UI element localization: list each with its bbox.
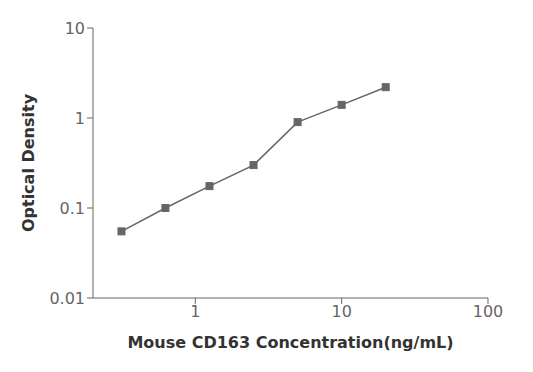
svg-text:10: 10 <box>331 302 351 321</box>
svg-text:Mouse CD163 Concentration(ng/m: Mouse CD163 Concentration(ng/mL) <box>127 333 453 352</box>
svg-text:Optical Density: Optical Density <box>19 93 38 232</box>
svg-text:1: 1 <box>75 109 85 128</box>
svg-text:1: 1 <box>190 302 200 321</box>
svg-text:10: 10 <box>65 19 85 38</box>
svg-text:0.01: 0.01 <box>49 289 85 308</box>
svg-text:100: 100 <box>473 302 504 321</box>
svg-text:0.1: 0.1 <box>60 199 85 218</box>
